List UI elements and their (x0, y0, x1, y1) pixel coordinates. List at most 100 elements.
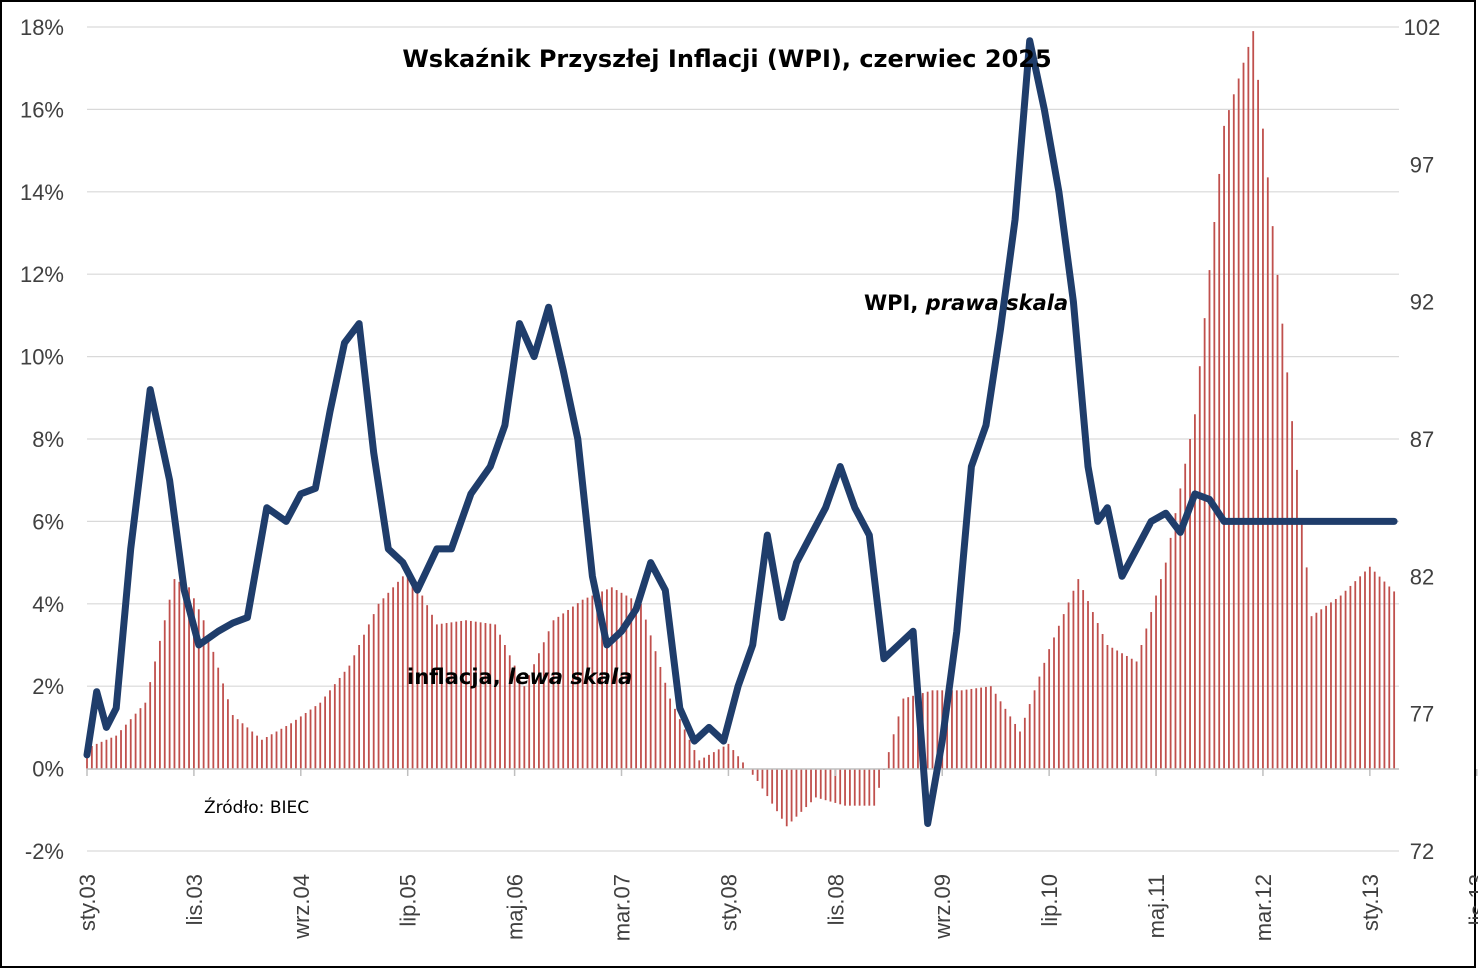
inflation-bar (1393, 591, 1396, 769)
inflation-bar (372, 614, 375, 769)
inflation-bar (295, 719, 297, 769)
inflation-bar (819, 768, 822, 799)
inflation-bar (1091, 612, 1094, 769)
inflation-bar (1072, 590, 1075, 769)
source-note: Źródło: BIEC (204, 796, 309, 818)
inflation-bar (251, 731, 254, 769)
inflation-bar (1242, 62, 1245, 769)
inflation-bar (1354, 581, 1357, 769)
inflation-bar (183, 584, 186, 769)
inflation-bar (1174, 513, 1177, 769)
inflation-bar (999, 701, 1002, 769)
inflation-bar (1130, 658, 1133, 769)
inflation-bar (275, 731, 278, 769)
inflation-bar (1043, 662, 1046, 769)
x-axis-tick-label: lis.08 (823, 874, 848, 925)
inflation-bar (1101, 634, 1104, 769)
left-axis-tick-label: 10% (20, 345, 64, 370)
inflation-bar (1330, 602, 1332, 769)
inflation-bar (1096, 623, 1099, 769)
inflation-bar (1150, 612, 1153, 769)
inflation-bar (985, 686, 987, 769)
inflation-bar (309, 709, 312, 769)
inflation-bar (810, 768, 812, 803)
inflation-bar (1184, 463, 1187, 769)
inflation-bar (1257, 79, 1259, 769)
inflation-bar (766, 768, 769, 797)
inflation-bar (1344, 590, 1347, 769)
inflation-bar (188, 587, 190, 769)
inflation-bar (1155, 595, 1157, 769)
inflation-bar (290, 723, 292, 769)
inflation-bar (1364, 571, 1366, 769)
inflation-bar (489, 623, 492, 769)
inflation-bar (902, 698, 905, 769)
inflation-bar (246, 727, 249, 769)
inflation-bar (1125, 655, 1128, 769)
inflation-bar (348, 665, 351, 769)
inflation-bar (1223, 125, 1225, 769)
inflation-bar (1271, 226, 1274, 769)
inflation-bar (737, 756, 740, 769)
inflation-bar (824, 768, 827, 801)
inflation-bar (139, 708, 142, 769)
inflation-bar (455, 621, 458, 769)
inflation-bar (1310, 616, 1313, 769)
inflation-bar (1203, 318, 1206, 769)
inflation-bar (926, 691, 929, 769)
inflation-bar (625, 595, 628, 769)
wpi-line (83, 37, 1398, 827)
inflation-bar (562, 613, 565, 769)
inflation-bar (727, 743, 730, 769)
x-axis-tick-label: wrz.09 (930, 874, 955, 940)
x-axis-ticks: sty.03 lis.03 wrz.04 lip.05 maj.06 mar.07 sty.… (75, 874, 1478, 941)
inflation-bar (912, 695, 914, 769)
inflation-bar (708, 754, 710, 769)
inflation-bar (324, 696, 327, 769)
inflation-bar (887, 752, 890, 769)
inflation-bar (426, 605, 429, 769)
inflation-bar (363, 634, 365, 769)
inflation-annotation: inflacja, lewa skala (407, 665, 632, 689)
inflation-bar (795, 768, 798, 817)
x-axis-tick-label: lip.05 (396, 874, 421, 927)
left-axis-tick-label: 16% (20, 97, 64, 122)
inflation-bar (1291, 421, 1293, 769)
inflation-bar (105, 739, 108, 769)
inflation-bar (299, 716, 302, 769)
inflation-bar (95, 743, 98, 769)
inflation-bar (533, 664, 535, 769)
inflation-bar (965, 689, 968, 769)
inflation-bar (319, 702, 322, 769)
inflation-bar (1067, 602, 1070, 769)
inflation-bar (1281, 323, 1284, 769)
inflation-bar (654, 651, 657, 769)
inflation-bar (722, 746, 725, 769)
right-axis-tick-label: 82 (1410, 564, 1434, 589)
inflation-bar (1388, 586, 1391, 769)
inflation-bar (1121, 653, 1123, 769)
inflation-annotation-label: inflacja, (407, 665, 508, 689)
inflation-annotation-scale: lewa skala (508, 665, 632, 689)
inflation-bar (280, 728, 283, 769)
left-axis-tick-label: -2% (25, 839, 64, 864)
inflation-bar (800, 768, 803, 812)
inflation-bar (474, 621, 477, 769)
inflation-bar (649, 635, 652, 769)
inflation-bar (1169, 537, 1172, 769)
inflation-bar (469, 620, 472, 769)
gridlines (87, 26, 1399, 852)
inflation-bar (989, 686, 992, 769)
inflation-bar (1077, 579, 1080, 769)
left-axis-tick-label: 0% (32, 757, 64, 782)
inflation-bar (834, 768, 837, 803)
left-axis-tick-label: 6% (32, 509, 64, 534)
inflation-bar (124, 724, 127, 769)
inflation-bar (197, 609, 200, 769)
inflation-bar (416, 587, 419, 769)
inflation-bar (751, 768, 754, 775)
inflation-bar (742, 762, 744, 769)
inflation-bar (717, 749, 720, 769)
inflation-bar (955, 690, 958, 769)
inflation-bar (168, 599, 171, 769)
